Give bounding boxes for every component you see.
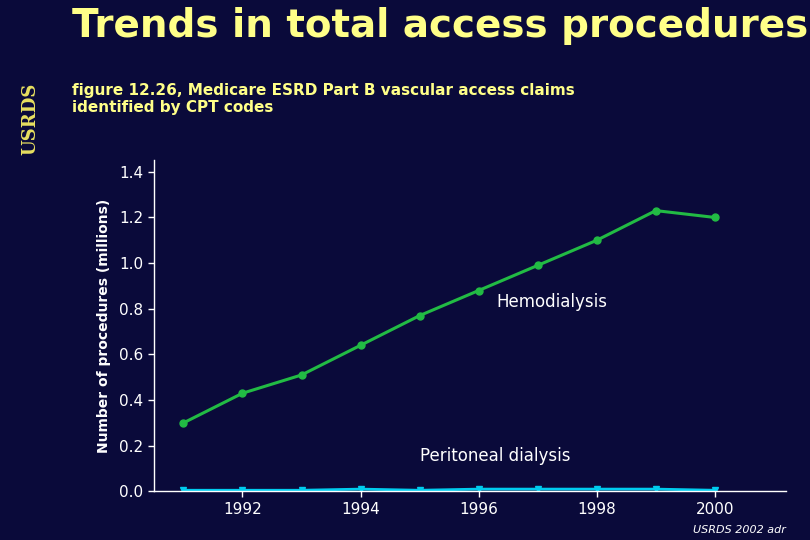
- Text: Hemodialysis: Hemodialysis: [497, 293, 608, 311]
- Text: figure 12.26, Medicare ESRD Part B vascular access claims
identified by CPT code: figure 12.26, Medicare ESRD Part B vascu…: [72, 83, 575, 115]
- Text: USRDS: USRDS: [21, 83, 40, 155]
- Text: Trends in total access procedures: Trends in total access procedures: [72, 7, 808, 45]
- Text: Peritoneal dialysis: Peritoneal dialysis: [420, 447, 570, 465]
- Text: USRDS 2002 adr: USRDS 2002 adr: [693, 524, 786, 535]
- Y-axis label: Number of procedures (millions): Number of procedures (millions): [97, 199, 111, 453]
